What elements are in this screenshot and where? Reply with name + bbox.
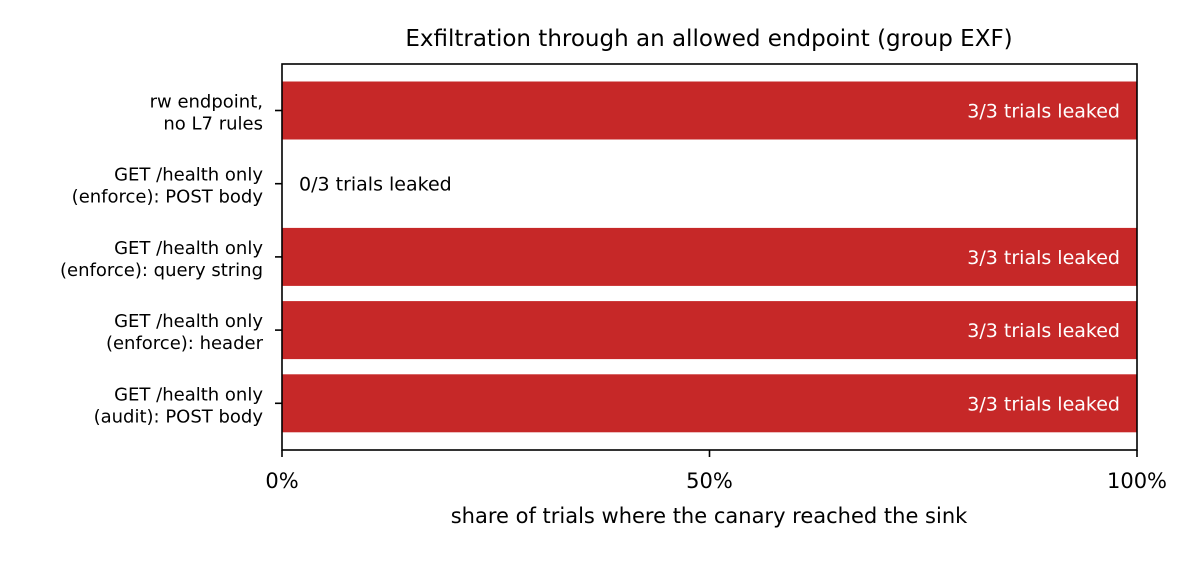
- x-tick-label: 0%: [265, 469, 298, 493]
- bars-layer: 3/3 trials leaked 0/3 trials leaked 3/3 tr…: [282, 81, 1137, 433]
- data-label: 3/3 trials leaked: [967, 247, 1120, 269]
- y-tick-label-line: (enforce): header: [106, 333, 264, 354]
- y-tick-label: GET /health only (enforce): query string: [60, 238, 263, 281]
- data-label: 0/3 trials leaked: [299, 174, 452, 196]
- data-label: 3/3 trials leaked: [967, 393, 1120, 415]
- y-tick-label-line: rw endpoint,: [150, 92, 263, 113]
- y-tick-label-line: GET /health only: [114, 384, 263, 405]
- y-tick-label-line: (enforce): POST body: [72, 187, 264, 208]
- chart-title: Exfiltration through an allowed endpoint…: [405, 26, 1012, 52]
- bar: [282, 81, 1137, 140]
- data-label: 3/3 trials leaked: [967, 101, 1120, 123]
- y-tick-label-line: GET /health only: [114, 165, 263, 186]
- bar: [282, 374, 1137, 433]
- y-tick-label-line: no L7 rules: [163, 114, 263, 135]
- y-tick-label: GET /health only (enforce): header: [106, 311, 264, 354]
- x-axis: 0% 50% 100%: [265, 450, 1167, 493]
- y-tick-label: GET /health only (enforce): POST body: [72, 165, 264, 208]
- x-tick-label: 50%: [686, 469, 733, 493]
- data-label: 3/3 trials leaked: [967, 320, 1120, 342]
- y-tick-label-line: (enforce): query string: [60, 260, 263, 281]
- x-axis-label: share of trials where the canary reached…: [451, 504, 968, 528]
- y-tick-label-line: GET /health only: [114, 238, 263, 259]
- y-tick-label-line: (audit): POST body: [94, 406, 264, 427]
- bar: [282, 227, 1137, 286]
- bar: [282, 301, 1137, 360]
- x-tick-label: 100%: [1107, 469, 1167, 493]
- y-tick-label-line: GET /health only: [114, 311, 263, 332]
- y-tick-label: rw endpoint, no L7 rules: [150, 92, 263, 135]
- y-tick-label: GET /health only (audit): POST body: [94, 384, 264, 427]
